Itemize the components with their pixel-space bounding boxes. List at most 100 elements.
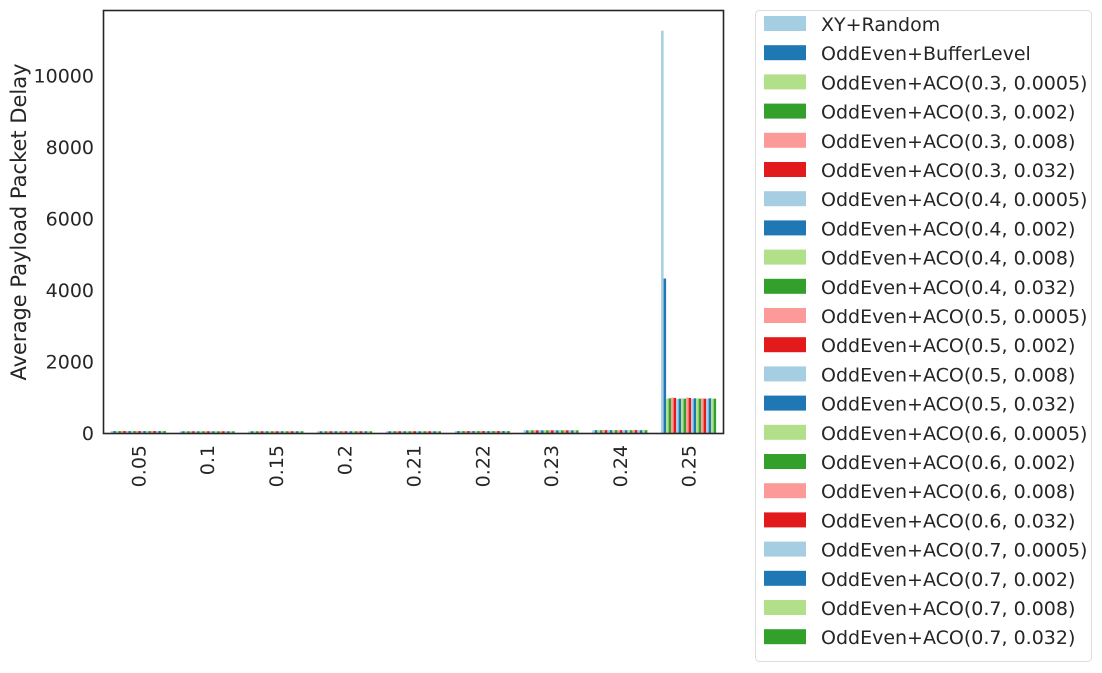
- bar: [204, 431, 208, 433]
- bar: [573, 430, 577, 433]
- bar: [298, 431, 301, 433]
- bar: [454, 431, 458, 433]
- bar: [416, 431, 419, 433]
- plot-frame: [102, 9, 725, 435]
- bar: [255, 431, 259, 433]
- bar: [398, 431, 401, 433]
- bar: [597, 430, 600, 433]
- bar: [661, 30, 664, 433]
- bar: [329, 431, 333, 433]
- bar: [214, 431, 218, 433]
- bar: [179, 431, 183, 433]
- bar: [339, 431, 343, 433]
- legend-label: OddEven+ACO(0.3, 0.032): [821, 160, 1075, 182]
- bar: [693, 398, 697, 433]
- bar: [123, 431, 126, 433]
- bar: [637, 430, 640, 433]
- bar: [418, 431, 421, 433]
- bar: [599, 430, 603, 433]
- bar: [184, 431, 188, 433]
- bar: [120, 431, 124, 433]
- x-tick-label: 0.15: [266, 445, 288, 487]
- bar: [592, 430, 595, 433]
- y-tick-label: 8000: [46, 137, 94, 159]
- bar: [602, 430, 605, 433]
- bar: [110, 431, 114, 433]
- bar: [459, 431, 463, 433]
- bar: [703, 398, 707, 433]
- bar: [182, 431, 185, 433]
- bar: [477, 431, 480, 433]
- bar: [688, 397, 692, 433]
- bars-group: [110, 30, 717, 433]
- bar: [364, 431, 368, 433]
- bar: [253, 431, 256, 433]
- legend-swatch: [764, 512, 806, 528]
- bar: [484, 431, 488, 433]
- bar: [663, 278, 667, 433]
- bar: [327, 431, 330, 433]
- bar: [393, 431, 396, 433]
- bar: [543, 430, 547, 433]
- bar: [163, 431, 166, 433]
- bar: [528, 430, 532, 433]
- bar: [617, 430, 620, 433]
- y-tick-label: 10000: [34, 65, 94, 87]
- bar: [668, 398, 672, 433]
- bar: [227, 431, 230, 433]
- legend-swatch: [764, 278, 806, 294]
- bar: [354, 431, 358, 433]
- legend-label: OddEven+ACO(0.4, 0.0005): [821, 189, 1087, 211]
- bar: [507, 431, 510, 433]
- bar: [676, 399, 679, 433]
- legend-swatch: [764, 337, 806, 353]
- bar: [197, 431, 200, 433]
- legend-label: OddEven+ACO(0.6, 0.0005): [821, 423, 1087, 445]
- bar: [526, 430, 529, 433]
- bar: [160, 431, 164, 433]
- legend-label: OddEven+BufferLevel: [821, 43, 1031, 65]
- bar: [632, 430, 635, 433]
- legend-frame: [755, 10, 1092, 662]
- bar: [533, 430, 537, 433]
- bar: [634, 430, 638, 433]
- legend-swatch: [764, 74, 806, 90]
- bar: [403, 431, 406, 433]
- bar: [563, 430, 567, 433]
- legend-label: OddEven+ACO(0.7, 0.002): [821, 569, 1075, 591]
- legend-swatch: [764, 45, 806, 61]
- legend-label: OddEven+ACO(0.7, 0.032): [821, 627, 1075, 649]
- bar: [686, 397, 689, 433]
- legend-label: OddEven+ACO(0.4, 0.002): [821, 218, 1075, 240]
- x-tick-label: 0.22: [472, 445, 494, 487]
- bar: [713, 398, 717, 433]
- bar: [130, 431, 134, 433]
- x-tick-label: 0.24: [610, 445, 632, 487]
- legend-swatch: [764, 191, 806, 207]
- bar: [248, 431, 251, 433]
- bar: [423, 431, 426, 433]
- x-tick-label: 0.2: [335, 445, 357, 475]
- bar: [541, 430, 544, 433]
- bar: [317, 431, 320, 433]
- bar: [270, 431, 274, 433]
- bar: [497, 431, 500, 433]
- bar: [576, 430, 579, 433]
- bar: [258, 431, 261, 433]
- bar: [115, 431, 119, 433]
- bar: [145, 431, 149, 433]
- bar: [347, 431, 350, 433]
- bar: [411, 431, 414, 433]
- bar: [275, 431, 279, 433]
- bar: [293, 431, 296, 433]
- bar: [698, 398, 702, 433]
- bar: [324, 431, 328, 433]
- bar: [502, 431, 505, 433]
- bar: [344, 431, 348, 433]
- bar: [406, 431, 409, 433]
- y-tick-label: 4000: [46, 280, 94, 302]
- legend-swatch: [764, 541, 806, 557]
- bar: [288, 431, 291, 433]
- bar: [691, 398, 694, 433]
- bar: [390, 431, 394, 433]
